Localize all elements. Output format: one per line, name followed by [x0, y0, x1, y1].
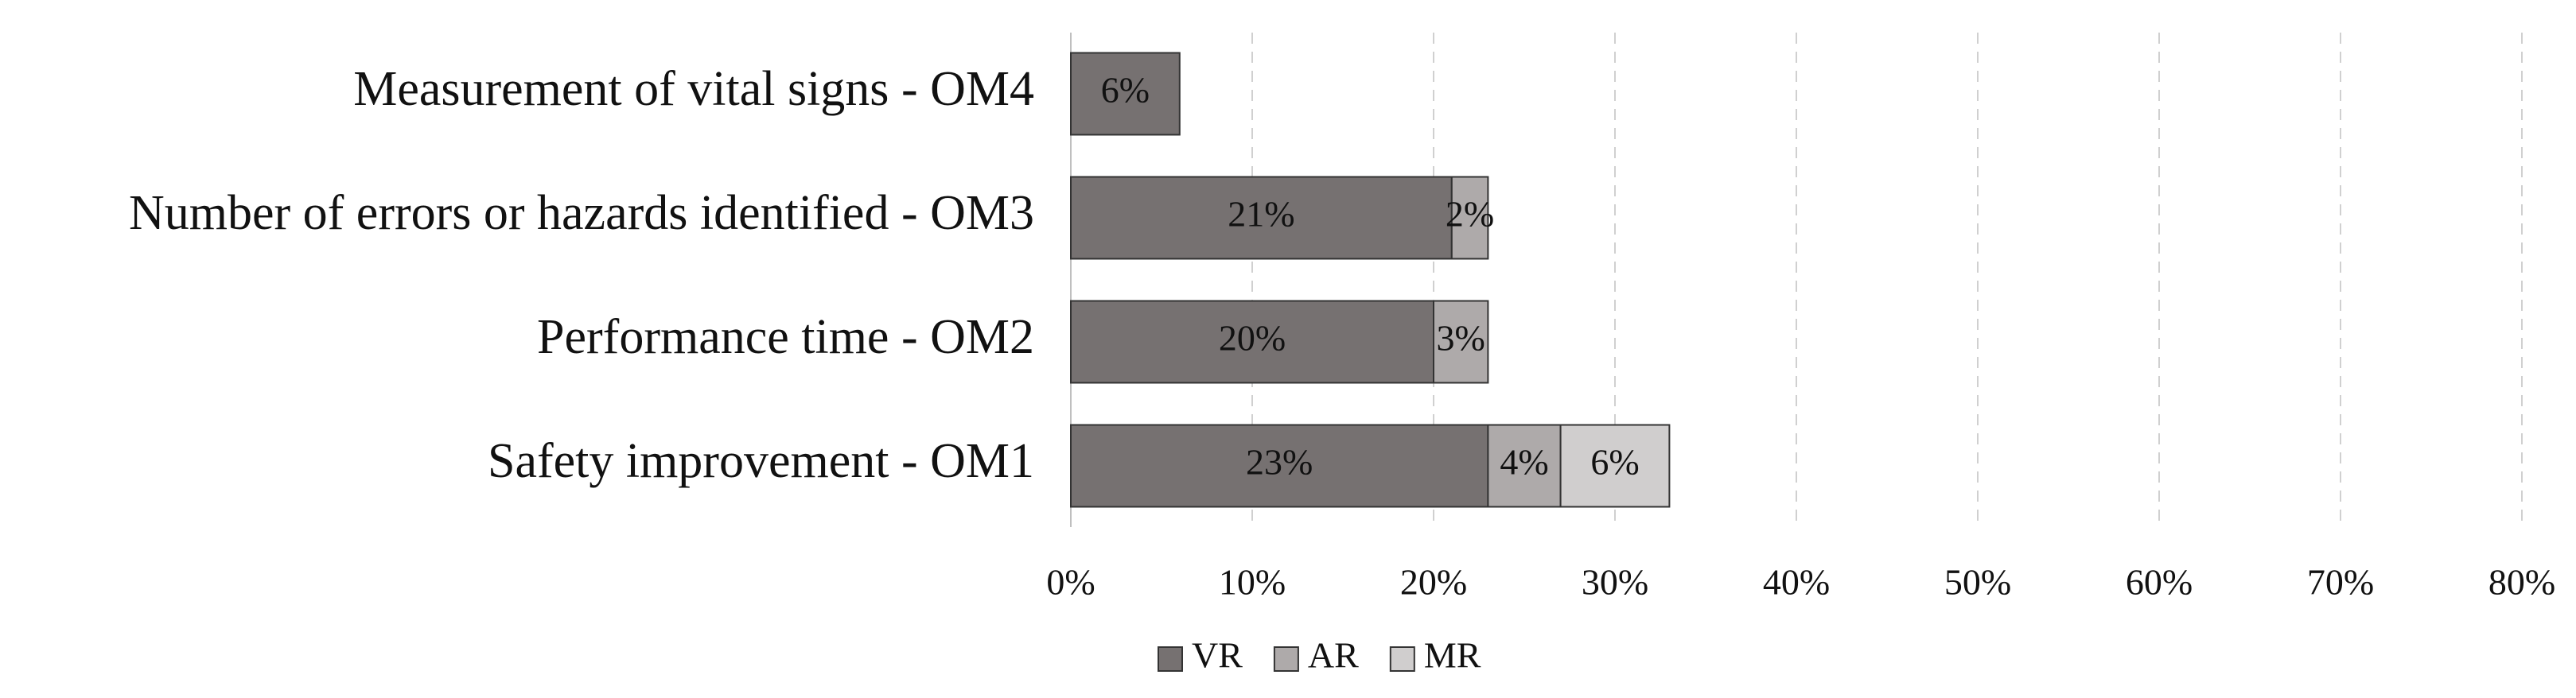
x-tick-label: 80%: [2488, 562, 2555, 603]
bar-segment: [1450, 176, 1489, 260]
x-tick-label: 10%: [1219, 562, 1286, 603]
legend-label: VR: [1192, 635, 1243, 676]
x-tick-label: 0%: [1046, 562, 1095, 603]
x-tick-label: 60%: [2126, 562, 2193, 603]
data-label: 23%: [1246, 442, 1313, 483]
bar-segment: [1070, 424, 1489, 508]
data-label: 6%: [1590, 442, 1639, 483]
data-label: 2%: [1446, 194, 1494, 235]
data-label: 20%: [1219, 318, 1286, 359]
y-tick-label: Safety improvement - OM1: [488, 434, 1034, 488]
data-label: 21%: [1228, 194, 1294, 235]
x-tick-label: 70%: [2307, 562, 2374, 603]
bar-segment: [1487, 424, 1562, 508]
x-tick-label: 30%: [1582, 562, 1648, 603]
x-tick-label: 50%: [1944, 562, 2011, 603]
bar-segment: [1559, 424, 1671, 508]
data-label: 3%: [1437, 318, 1485, 359]
bar-segment: [1433, 300, 1489, 384]
data-label: 6%: [1101, 70, 1150, 111]
data-label: 4%: [1500, 442, 1548, 483]
legend-label: MR: [1424, 635, 1481, 676]
legend-swatch: [1158, 646, 1183, 672]
y-tick-label: Number of errors or hazards identified -…: [129, 186, 1034, 240]
y-tick-label: Measurement of vital signs - OM4: [353, 62, 1034, 116]
x-tick-label: 40%: [1763, 562, 1830, 603]
y-tick-label: Performance time - OM2: [537, 310, 1034, 364]
x-tick-label: 20%: [1400, 562, 1467, 603]
legend-label: AR: [1308, 635, 1359, 676]
bar-segment: [1070, 52, 1181, 136]
legend-swatch: [1389, 646, 1415, 672]
legend-swatch: [1273, 646, 1299, 672]
